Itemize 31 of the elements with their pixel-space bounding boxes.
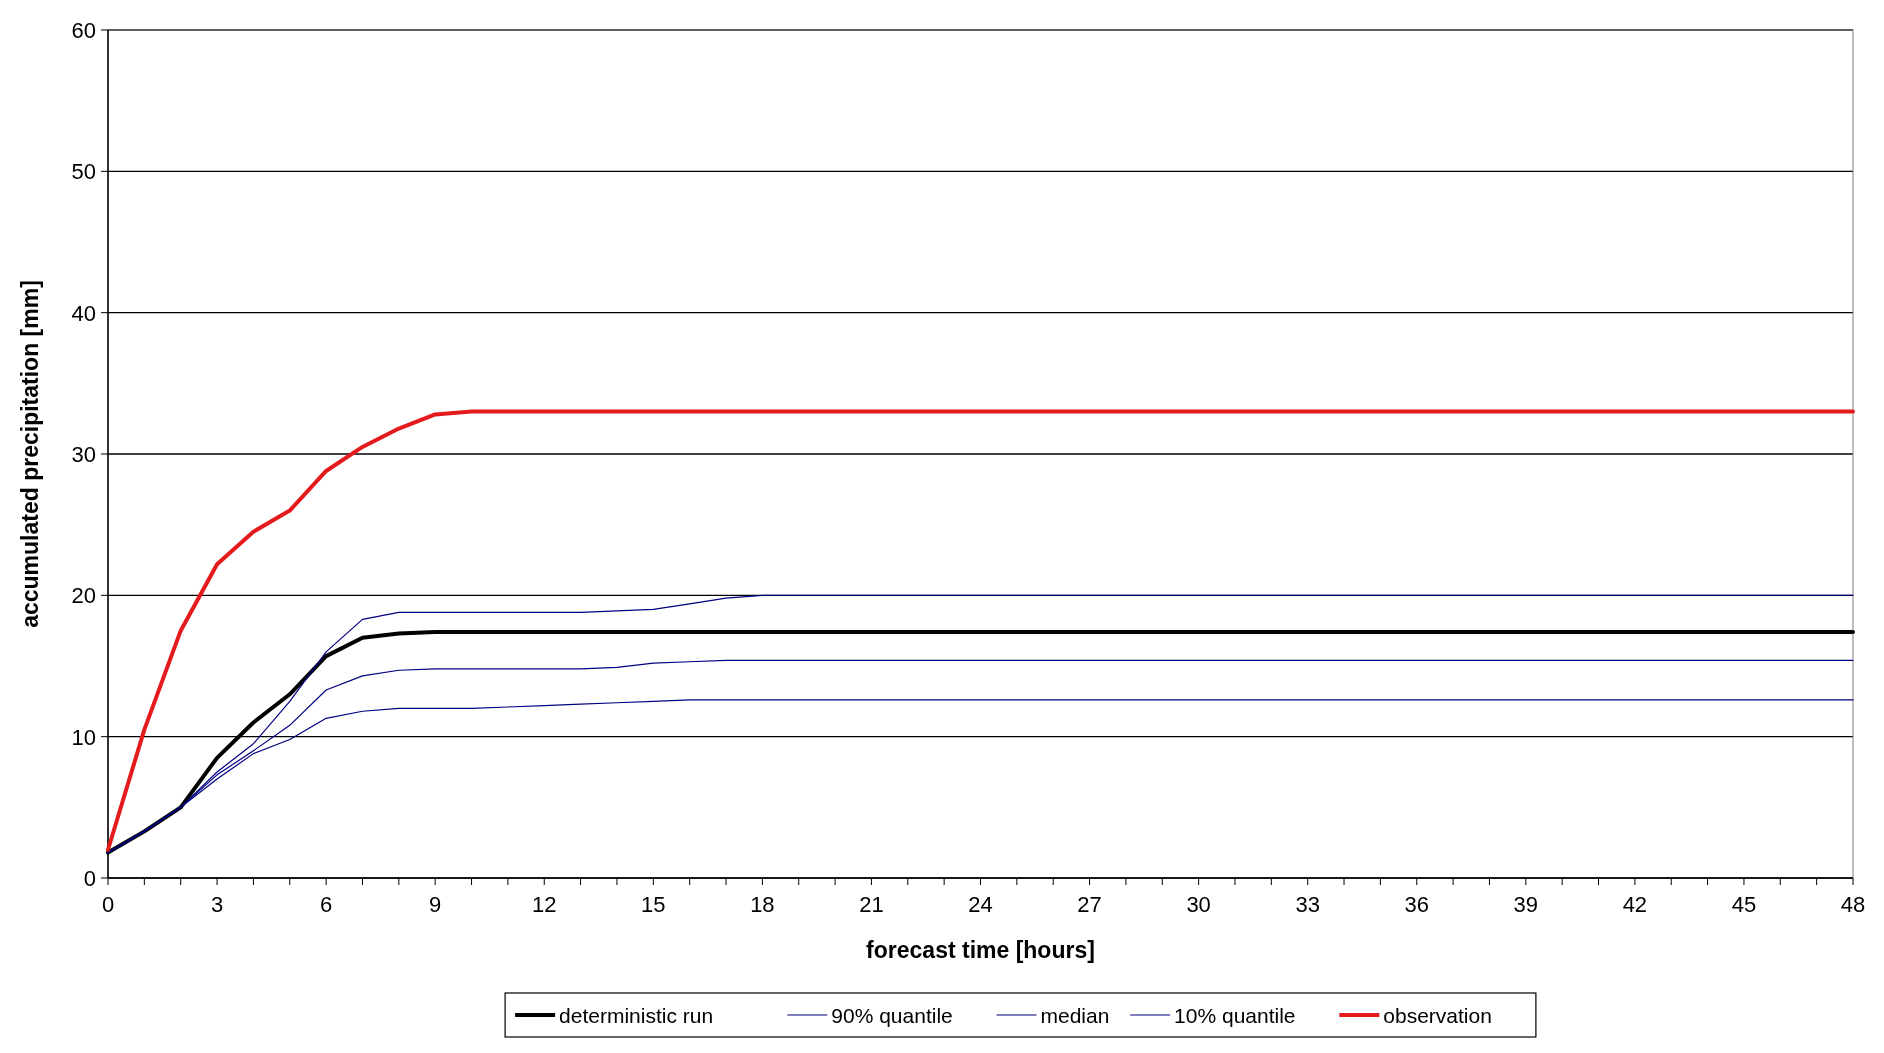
y-tick-label: 60 (71, 18, 96, 43)
legend-label: 10% quantile (1174, 1004, 1296, 1027)
legend-label: observation (1383, 1004, 1492, 1027)
legend-label: 90% quantile (831, 1004, 953, 1027)
x-tick-label: 18 (750, 892, 775, 917)
y-tick-label: 10 (71, 724, 96, 750)
y-tick-label: 40 (71, 300, 96, 326)
x-tick-label: 39 (1513, 892, 1539, 917)
x-tick-label: 36 (1404, 892, 1429, 917)
x-tick-label: 30 (1186, 892, 1211, 917)
x-tick-label: 27 (1077, 892, 1102, 917)
y-tick-label: 20 (71, 583, 96, 609)
y-tick-label: 50 (71, 159, 96, 185)
x-tick-label: 48 (1840, 892, 1866, 917)
x-axis-title: forecast time [hours] (866, 937, 1095, 963)
x-tick-label: 15 (641, 892, 666, 917)
x-tick-label: 3 (210, 892, 224, 917)
x-tick-label: 33 (1295, 892, 1320, 917)
x-tick-label: 0 (101, 892, 115, 917)
x-tick-label: 9 (429, 892, 442, 917)
x-tick-label: 42 (1622, 892, 1648, 917)
x-tick-label: 21 (859, 892, 884, 917)
y-axis-title: accumulated precipitation [mm] (17, 280, 43, 628)
x-tick-label: 6 (320, 892, 333, 917)
y-tick-label: 30 (71, 442, 96, 467)
x-tick-label: 12 (532, 892, 557, 917)
y-tick-label: 0 (83, 866, 96, 891)
x-tick-label: 45 (1731, 892, 1757, 917)
legend-label: median (1040, 1004, 1110, 1027)
x-tick-label: 24 (968, 892, 993, 917)
legend-label: deterministic run (559, 1004, 714, 1027)
